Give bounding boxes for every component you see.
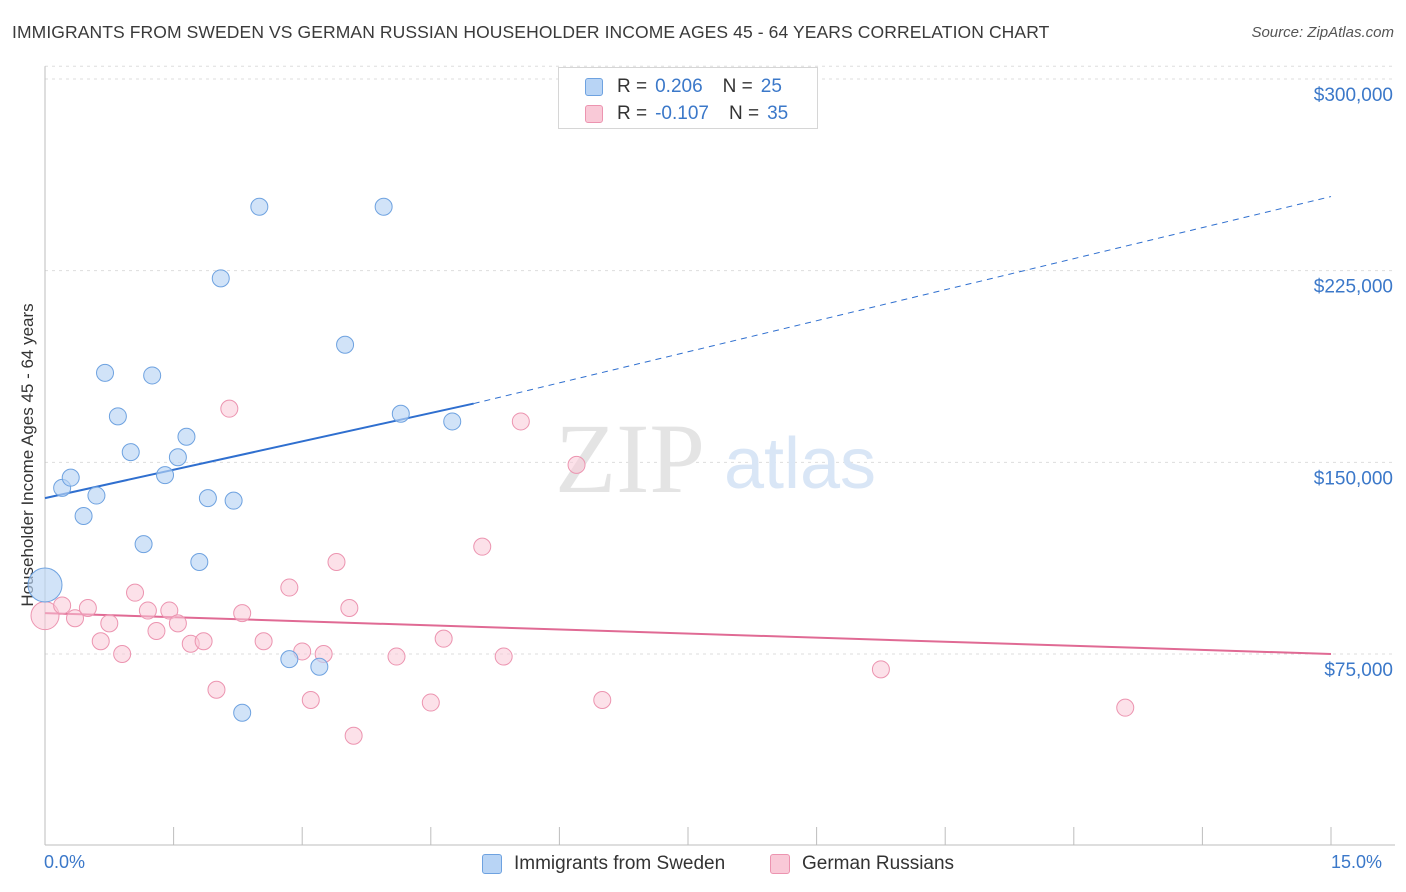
y-tick-label: $225,000: [1314, 277, 1393, 298]
german-russians-point: [233, 604, 252, 623]
german-russians-point: [434, 629, 453, 648]
y-tick-label: $75,000: [1324, 660, 1393, 681]
sweden-point: [336, 335, 355, 354]
sweden-point: [177, 427, 196, 446]
trendline-german-russians: [44, 612, 1332, 655]
legend-r-label: R =: [617, 76, 648, 97]
sweden-point: [96, 363, 115, 382]
sweden-point: [121, 443, 140, 462]
gridlines: [45, 65, 1395, 655]
sweden-point: [108, 407, 127, 426]
german-russians-point: [340, 599, 359, 617]
sweden-point: [190, 553, 209, 571]
trendline-sweden-projection: [473, 196, 1332, 405]
german-russians-point: [344, 726, 363, 745]
source-label: Source: ZipAtlas.com: [1251, 24, 1394, 41]
data-points: [27, 197, 1135, 745]
german-russians-point: [126, 583, 145, 602]
y-tick-label: $300,000: [1314, 85, 1393, 106]
sweden-point: [211, 269, 230, 288]
legend-n-value: 25: [760, 76, 782, 97]
german-russians-point: [494, 647, 513, 666]
watermark: ZIP atlas: [555, 403, 876, 514]
bottom-legend-sweden[interactable]: Immigrants from Sweden: [482, 852, 725, 876]
legend-swatch-blue: [482, 854, 502, 874]
sweden-point: [134, 535, 153, 554]
legend-n-label: N =: [728, 103, 760, 124]
sweden-point: [280, 650, 299, 669]
sweden-point: [168, 448, 187, 467]
sweden-point: [443, 412, 462, 431]
sweden-point: [374, 197, 393, 216]
legend-label-german-russians: German Russians: [802, 853, 955, 874]
sweden-point: [74, 507, 93, 525]
german-russians-point: [473, 537, 492, 556]
sweden-point: [156, 466, 175, 485]
x-tick-max: 15.0%: [1331, 852, 1383, 872]
german-russians-point: [220, 399, 239, 418]
german-russians-point: [66, 609, 85, 628]
legend-r-value: -0.107: [655, 103, 709, 124]
sweden-point: [87, 486, 106, 505]
sweden-point: [224, 491, 243, 510]
legend-row-german-russians: R = -0.107 N = 35: [585, 102, 788, 126]
german-russians-point: [53, 596, 72, 615]
german-russians-point: [78, 599, 97, 617]
sweden-point: [61, 468, 80, 487]
y-tick-label: $150,000: [1314, 468, 1393, 489]
german-russians-point: [138, 601, 157, 620]
chart-title: IMMIGRANTS FROM SWEDEN VS GERMAN RUSSIAN…: [12, 22, 1050, 42]
german-russians-point: [327, 553, 346, 571]
german-russians-point: [421, 693, 440, 712]
german-russians-point: [91, 632, 110, 651]
german-russians-point: [280, 578, 299, 597]
german-russians-point: [207, 680, 226, 699]
german-russians-point: [593, 691, 612, 709]
german-russians-point: [100, 614, 119, 633]
sweden-point: [198, 489, 217, 508]
legend-n-value: 35: [767, 103, 789, 124]
legend-swatch-pink: [770, 854, 790, 874]
stats-legend: R = 0.206 N = 25 R = -0.107 N = 35: [558, 67, 818, 129]
legend-label-sweden: Immigrants from Sweden: [514, 853, 726, 874]
german-russians-point: [194, 632, 213, 651]
german-russians-point: [567, 455, 586, 474]
german-russians-point: [511, 412, 530, 431]
german-russians-point: [160, 601, 179, 620]
sweden-point: [250, 197, 269, 216]
legend-n-label: N =: [722, 76, 753, 97]
legend-swatch-pink: [585, 105, 603, 123]
legend-r-value: 0.206: [655, 76, 703, 97]
german-russians-point: [301, 691, 320, 709]
sweden-point: [391, 404, 410, 423]
axes: [44, 66, 1395, 846]
german-russians-point: [871, 660, 890, 679]
german-russians-point: [168, 614, 187, 633]
sweden-point: [310, 657, 329, 676]
german-russians-point: [1116, 698, 1135, 717]
watermark-atlas: atlas: [724, 424, 876, 504]
bottom-legend-german-russians[interactable]: German Russians: [770, 852, 954, 876]
x-tick-min: 0.0%: [44, 852, 86, 872]
legend-row-sweden: R = 0.206 N = 25: [585, 75, 782, 99]
legend-swatch-blue: [585, 78, 603, 96]
german-russians-point: [147, 622, 166, 640]
german-russians-point: [387, 647, 406, 666]
german-russians-point: [113, 645, 132, 663]
sweden-point: [143, 366, 162, 385]
y-tick-labels: $75,000 $150,000 $225,000 $300,000: [1314, 85, 1393, 681]
sweden-point: [27, 567, 63, 603]
german-russians-point: [254, 632, 273, 651]
sweden-point: [233, 703, 252, 722]
legend-r-label: R =: [617, 103, 648, 124]
